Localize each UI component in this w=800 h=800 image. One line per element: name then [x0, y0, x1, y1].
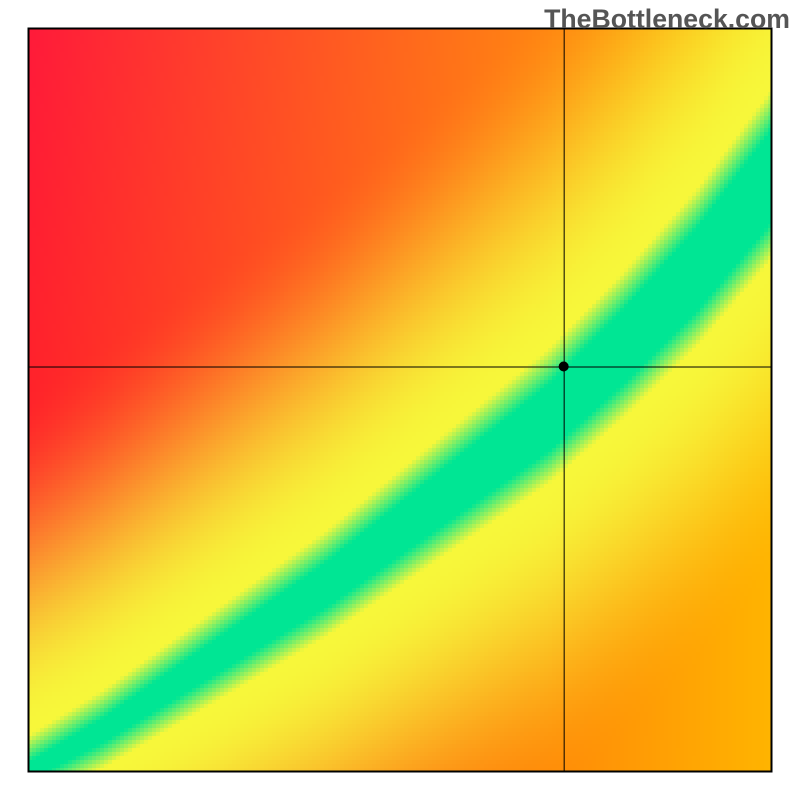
plot-container: TheBottleneck.com: [0, 0, 800, 800]
heatmap-canvas: [0, 0, 800, 800]
